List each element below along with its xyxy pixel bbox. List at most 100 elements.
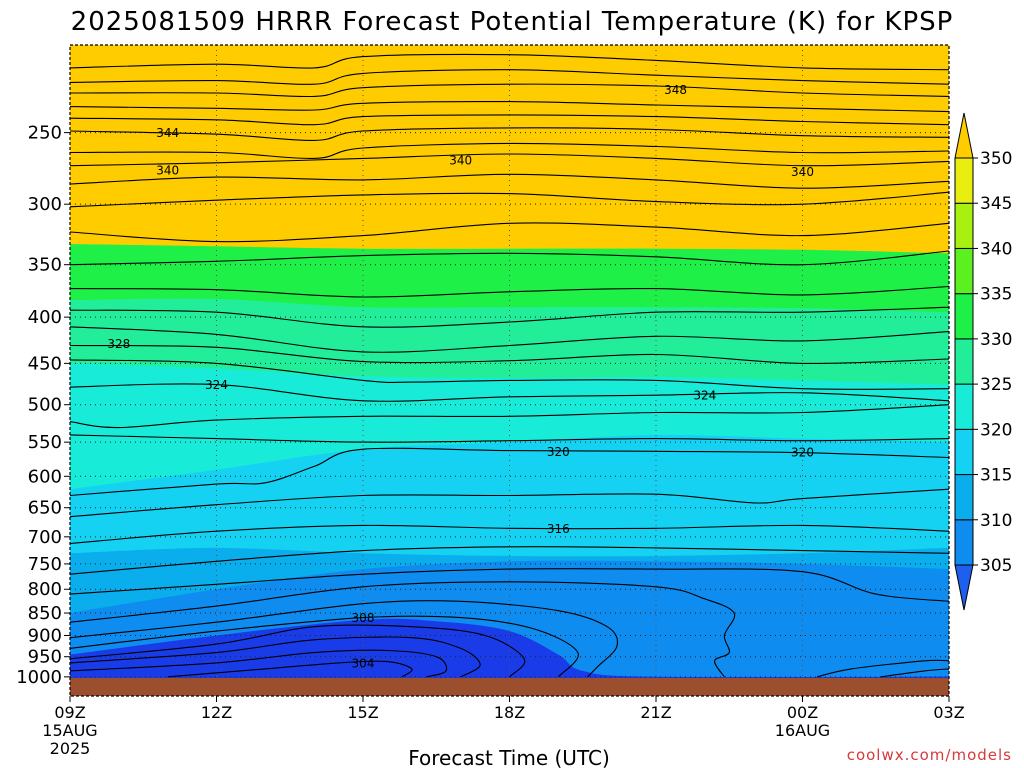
contour-328-15 — [70, 344, 949, 365]
contour-346-3 — [70, 100, 949, 113]
contour-label-7: 324 — [693, 389, 716, 403]
grid-lines — [70, 45, 949, 696]
contour-331-12 — [70, 285, 949, 298]
colorbar-label-305: 305 — [980, 556, 1012, 576]
contour-304-31 — [167, 660, 413, 678]
colorbar-label-315: 315 — [980, 466, 1012, 486]
contour-310-32 — [817, 659, 949, 678]
colorbar-label-345: 345 — [980, 194, 1012, 214]
x-tick-label-15: 00Z — [787, 703, 818, 722]
y-tick-label-350: 350 — [28, 255, 62, 276]
y-tick-label-850: 850 — [28, 603, 62, 624]
colorbar-segment-315 — [954, 474, 974, 521]
contour-350-0 — [70, 53, 949, 71]
contour-lines — [70, 53, 949, 678]
colorbar-segment-325 — [954, 383, 974, 430]
y-tick-label-300: 300 — [28, 194, 62, 215]
y-tick-label-450: 450 — [28, 353, 62, 374]
contour-329-14 — [70, 326, 949, 353]
colorbar-label-340: 340 — [980, 239, 1012, 259]
contour-312-25 — [70, 581, 736, 678]
x-tick-label-3: 12Z — [201, 703, 232, 722]
contour-321-19 — [70, 434, 949, 443]
contour-label-3: 340 — [449, 153, 472, 167]
ground-layer — [70, 678, 949, 696]
colorbar-label-310: 310 — [980, 511, 1012, 531]
x-axis-label: Forecast Time (UTC) — [408, 746, 610, 768]
y-tick-label-1000: 1000 — [16, 667, 62, 688]
contour-334-10 — [70, 222, 949, 243]
x-tick-label-18: 03Z — [933, 703, 964, 722]
contour-309-27 — [70, 615, 579, 678]
contour-305-30 — [70, 649, 448, 678]
x-tick-year-0: 2025 — [50, 739, 91, 758]
contour-label-2: 340 — [156, 164, 179, 178]
colorbar-bottom-arrow — [954, 564, 974, 611]
contour-322-18 — [70, 404, 949, 429]
x-tick-label-12: 21Z — [640, 703, 671, 722]
y-tick-label-950: 950 — [28, 647, 62, 668]
colorbar-label-325: 325 — [980, 375, 1012, 395]
colorbar-top-arrow — [954, 112, 974, 159]
y-tick-label-400: 400 — [28, 307, 62, 328]
contour-316-22 — [70, 524, 949, 545]
y-axis: 2503003504004505005506006507007508008509… — [16, 123, 70, 688]
contour-344-5 — [70, 127, 949, 141]
contour-label-5: 328 — [107, 337, 130, 351]
y-tick-label-250: 250 — [28, 123, 62, 144]
colorbar-segment-350 — [954, 157, 974, 204]
ground-fill — [70, 678, 949, 696]
contour-label-10: 316 — [547, 522, 570, 536]
contour-label-1: 344 — [156, 126, 179, 140]
contour-label-0: 348 — [664, 83, 687, 97]
contour-320-20 — [70, 447, 949, 497]
contour-336-9 — [70, 191, 949, 208]
contour-330-13 — [70, 306, 949, 328]
contour-label-11: 308 — [352, 611, 375, 625]
colorbar-segment-340 — [954, 247, 974, 295]
colorbar-segment-330 — [954, 338, 974, 385]
colorbar-label-335: 335 — [980, 285, 1012, 305]
x-tick-label-6: 15Z — [347, 703, 378, 722]
colorbar: 305 310 315 320 325 330 335 340 345 350 — [954, 112, 1012, 611]
colorbar-segment-320 — [954, 428, 974, 476]
contour-labels: 348 344 340 340 340 328 324 324 320 320 316 308 304 — [107, 83, 814, 670]
contour-318-21 — [70, 488, 949, 518]
colorbar-label-330: 330 — [980, 330, 1012, 350]
x-tick-date-0: 15AUG — [42, 721, 97, 740]
contour-label-12: 304 — [352, 656, 375, 670]
colorbar-segment-310 — [954, 519, 974, 566]
x-tick-date-15: 16AUG — [775, 721, 830, 740]
contour-label-9: 320 — [791, 446, 814, 460]
contour-345-4 — [70, 114, 949, 126]
chart-title: 2025081509 HRRR Forecast Potential Tempe… — [71, 7, 954, 37]
contour-326-16 — [70, 359, 949, 390]
credit-text: coolwx.com/models — [847, 746, 1012, 764]
y-tick-label-800: 800 — [28, 579, 62, 600]
contour-306-29 — [70, 636, 481, 678]
contour-324-17 — [70, 383, 949, 402]
contour-342-6 — [70, 142, 949, 160]
y-tick-label-500: 500 — [28, 395, 62, 416]
contour-label-8: 320 — [547, 445, 570, 459]
contour-340-7 — [70, 153, 949, 167]
contour-label-6: 324 — [205, 378, 228, 392]
y-tick-label-550: 550 — [28, 432, 62, 453]
y-tick-label-900: 900 — [28, 625, 62, 646]
y-tick-label-750: 750 — [28, 554, 62, 575]
x-tick-label-9: 18Z — [494, 703, 525, 722]
contour-349-1 — [70, 69, 949, 85]
colorbar-label-320: 320 — [980, 420, 1012, 440]
theta-filled-bands — [70, 45, 949, 696]
contour-338-8 — [70, 173, 949, 189]
colorbar-segment-335 — [954, 293, 974, 340]
contour-333-11 — [70, 250, 949, 266]
contour-348-2 — [70, 83, 949, 98]
contour-309-33 — [880, 668, 949, 678]
contour-308-28 — [70, 624, 526, 678]
contour-label-4: 340 — [791, 165, 814, 179]
contour-314-23 — [70, 546, 949, 575]
contour-313-24 — [70, 568, 949, 602]
